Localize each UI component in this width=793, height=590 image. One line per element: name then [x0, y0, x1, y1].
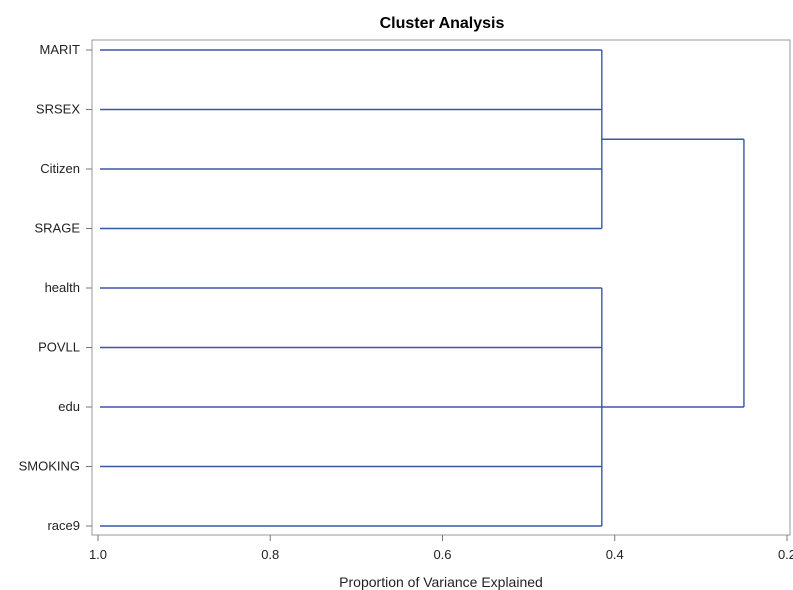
- leaf-label: Citizen: [40, 161, 80, 176]
- dendrogram-lines: [100, 49, 745, 527]
- x-tick-label: 1.0: [89, 547, 107, 562]
- leaf-label: SRSEX: [36, 102, 80, 117]
- x-axis: 1.0 0.8 0.6 0.4 0.2: [89, 535, 793, 562]
- leaf-label: SRAGE: [34, 221, 80, 236]
- leaf-label: race9: [47, 518, 80, 533]
- x-tick-label: 0.6: [433, 547, 451, 562]
- leaf-label: SMOKING: [19, 459, 80, 474]
- y-axis: MARIT SRSEX Citizen SRAGE health POVLL edu SMOK…: [19, 42, 92, 533]
- leaf-label: POVLL: [38, 340, 80, 355]
- x-axis-title: Proportion of Variance Explained: [339, 574, 543, 590]
- x-tick-label: 0.8: [261, 547, 279, 562]
- x-tick-label: 0.2: [778, 547, 793, 562]
- leaf-label: edu: [58, 399, 80, 414]
- leaf-label: health: [45, 280, 80, 295]
- chart-title: Cluster Analysis: [380, 15, 505, 32]
- x-tick-label: 0.4: [606, 547, 624, 562]
- leaf-label: MARIT: [40, 42, 81, 57]
